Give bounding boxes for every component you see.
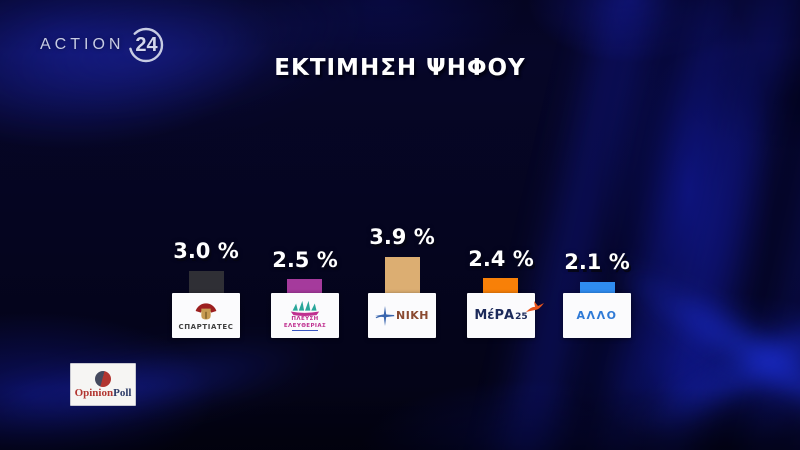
party-card-plefsi: ΠΛΕΥΣΗ ΕΛΕΥΘΕΡΙΑΣ <box>271 293 339 338</box>
spartan-helmet-icon <box>195 303 217 320</box>
party-card-niki: ΝΙΚΗ <box>368 293 436 338</box>
party-card-spartiates: ϹΠΑΡΤΙΑΤΕϹ <box>172 293 240 338</box>
satin-fold-bottom-right-2 <box>607 267 800 450</box>
channel-logo: ACTION 24 <box>40 25 166 65</box>
value-label-allo: 2.1 % <box>564 250 630 274</box>
pollster-name: OpinionPoll <box>74 386 132 399</box>
pollster-globe-icon <box>95 370 111 387</box>
party-card-allo: ΑΛΛΟ <box>563 293 631 338</box>
party-name-allo: ΑΛΛΟ <box>576 309 618 322</box>
pollster-badge: OpinionPoll <box>70 363 136 406</box>
value-label-spartiates: 3.0 % <box>173 239 239 263</box>
sailing-ship-icon <box>290 300 320 316</box>
party-name-plefsi-line1: ΠΛΕΥΣΗ <box>291 316 319 322</box>
plefsi-underline <box>292 330 318 331</box>
niki-star-icon <box>374 305 395 326</box>
bar-niki <box>385 257 420 297</box>
party-name-spartiates: ϹΠΑΡΤΙΑΤΕϹ <box>178 323 234 331</box>
swallow-bird-icon <box>525 301 544 320</box>
party-name-plefsi-line2: ΕΛΕΥΘΕΡΙΑΣ <box>283 322 327 329</box>
party-name-niki: ΝΙΚΗ <box>395 309 430 322</box>
bar-plefsi <box>287 279 322 297</box>
channel-logo-circle: 24 <box>126 25 166 65</box>
value-label-mera25: 2.4 % <box>468 247 534 271</box>
bar-mera25 <box>483 278 518 297</box>
party-card-mera25: ΜέΡΑ 25 <box>467 293 544 338</box>
channel-logo-number: 24 <box>135 33 158 56</box>
channel-logo-text: ACTION <box>40 36 125 53</box>
circle-arc-icon <box>129 27 164 63</box>
page-title: ΕΚΤΙΜΗΣΗ ΨΗΦΟΥ <box>274 55 526 81</box>
value-label-niki: 3.9 % <box>369 225 435 249</box>
party-name-mera: ΜέΡΑ <box>474 308 515 323</box>
bar-spartiates <box>189 271 224 297</box>
pollster-name-part1: Opinion <box>74 386 114 399</box>
party-name-mera-number: 25 <box>515 312 528 322</box>
value-label-plefsi: 2.5 % <box>272 248 338 272</box>
pollster-name-part2: Poll <box>113 386 132 399</box>
